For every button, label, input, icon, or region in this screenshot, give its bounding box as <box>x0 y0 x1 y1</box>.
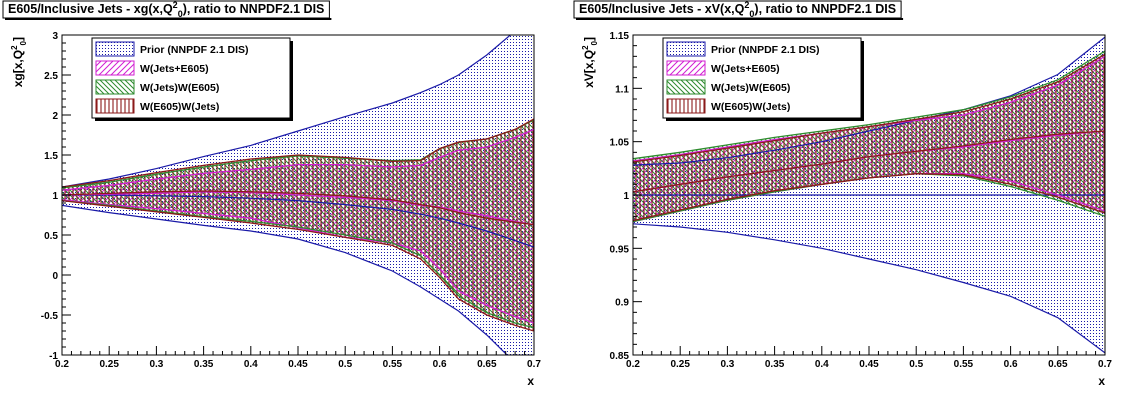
y-tick-label: 1.15 <box>610 31 630 42</box>
legend-swatch-vert <box>95 98 135 114</box>
lower-dots <box>62 204 508 355</box>
lower-diag <box>62 199 534 324</box>
x-tick-label: 0.65 <box>1048 359 1068 370</box>
x-tick-label: 0.6 <box>1004 359 1018 370</box>
legend-swatch-anti <box>95 79 135 95</box>
upper-vert <box>62 118 534 188</box>
x-tick-label: 0.35 <box>194 359 214 370</box>
x-tick-label: 0.2 <box>626 359 640 370</box>
panel-xg: E605/Inclusive Jets - xg(x,Q20), ratio t… <box>0 0 571 396</box>
y-tick-label: 0.5 <box>44 231 58 242</box>
x-axis-label: x <box>1098 374 1105 388</box>
legend-label: Prior (NNPDF 2.1 DIS) <box>140 44 249 56</box>
y-tick-label: 0 <box>52 271 58 282</box>
lower-dots <box>633 223 1105 354</box>
x-tick-label: 0.55 <box>383 359 403 370</box>
center-dots <box>62 194 534 248</box>
lower-vert <box>633 173 1105 222</box>
x-tick-label: 0.6 <box>433 359 447 370</box>
upper-diag <box>62 128 534 191</box>
legend-label: Prior (NNPDF 2.1 DIS) <box>711 44 820 56</box>
legend-swatch-dots <box>95 41 135 57</box>
x-tick-label: 0.45 <box>288 359 308 370</box>
chart-title: E605/Inclusive Jets - xV(x,Q20), ratio t… <box>579 0 896 19</box>
y-tick-label: -1 <box>49 351 58 362</box>
x-tick-label: 0.5 <box>338 359 352 370</box>
y-axis-label-group: xg[x,Q20] <box>10 37 28 87</box>
y-tick-label: 1.5 <box>44 151 58 162</box>
upper-dots <box>62 35 512 188</box>
x-tick-label: 0.65 <box>477 359 497 370</box>
y-tick-label: 1 <box>623 191 629 202</box>
y-tick-label: 1 <box>52 191 58 202</box>
x-tick-label: 0.5 <box>909 359 923 370</box>
legend-label: W(Jets+E605) <box>711 63 780 75</box>
legend-swatch-diag <box>95 60 135 76</box>
center-diag <box>62 191 534 226</box>
y-tick-label: 3 <box>52 31 58 42</box>
x-tick-label: 0.25 <box>99 359 119 370</box>
legend-label: W(E605)W(Jets) <box>711 101 790 113</box>
legend-swatch-diag <box>666 60 706 76</box>
lower-vert <box>62 199 534 332</box>
upper-anti <box>633 50 1105 160</box>
legend-swatch-dots <box>666 41 706 57</box>
panel-xv: E605/Inclusive Jets - xV(x,Q20), ratio t… <box>571 0 1142 396</box>
y-axis-label-group: xV[x,Q20] <box>581 37 599 88</box>
y-tick-label: 2 <box>52 111 58 122</box>
chart-title: E605/Inclusive Jets - xg(x,Q20), ratio t… <box>8 0 324 19</box>
x-tick-label: 0.4 <box>244 359 258 370</box>
lower-anti <box>62 199 534 329</box>
x-tick-label: 0.2 <box>55 359 69 370</box>
legend-label: W(Jets+E605) <box>140 63 209 75</box>
y-axis-label: xV[x,Q20] <box>581 37 599 88</box>
x-tick-label: 0.55 <box>954 359 974 370</box>
center-vert <box>62 190 534 226</box>
x-tick-label: 0.3 <box>149 359 163 370</box>
y-tick-label: 1.05 <box>610 138 630 149</box>
y-tick-label: 2.5 <box>44 71 58 82</box>
upper-dots <box>633 36 1105 166</box>
plot-area <box>633 36 1105 354</box>
y-axis-label: xg[x,Q20] <box>10 37 28 87</box>
x-tick-label: 0.7 <box>1098 359 1112 370</box>
legend-label: W(Jets)W(E605) <box>711 82 790 94</box>
chart-xg: E605/Inclusive Jets - xg(x,Q20), ratio t… <box>2 0 541 388</box>
legend-label: W(E605)W(Jets) <box>140 101 219 113</box>
x-tick-label: 0.4 <box>815 359 829 370</box>
band-vert <box>62 119 534 331</box>
legend-swatch-vert <box>666 98 706 114</box>
x-tick-label: 0.7 <box>527 359 541 370</box>
center-vert <box>633 130 1105 193</box>
x-tick-label: 0.45 <box>859 359 879 370</box>
y-tick-label: 0.85 <box>610 351 630 362</box>
upper-vert <box>633 53 1105 163</box>
legend-swatch-anti <box>666 79 706 95</box>
plot-area <box>62 35 534 355</box>
x-tick-label: 0.35 <box>765 359 785 370</box>
chart-xv: E605/Inclusive Jets - xV(x,Q20), ratio t… <box>573 0 1112 388</box>
x-tick-label: 0.3 <box>720 359 734 370</box>
y-tick-label: 1.1 <box>615 84 629 95</box>
y-tick-label: 0.9 <box>615 298 629 309</box>
x-tick-label: 0.25 <box>670 359 690 370</box>
y-tick-label: 0.95 <box>610 244 630 255</box>
y-tick-label: -0.5 <box>41 311 59 322</box>
x-axis-label: x <box>527 374 534 388</box>
legend-label: W(Jets)W(E605) <box>140 82 219 94</box>
